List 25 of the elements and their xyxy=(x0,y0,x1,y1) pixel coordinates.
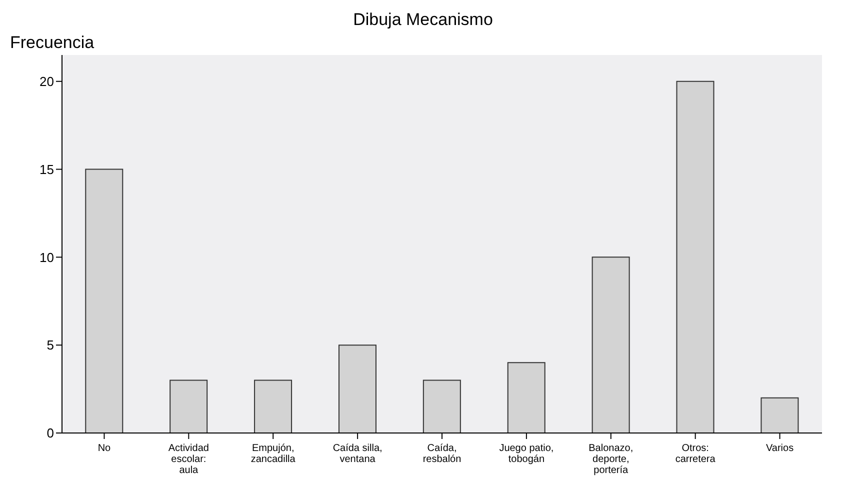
y-tick-label: 0 xyxy=(46,426,54,441)
bar xyxy=(592,256,630,433)
y-tick-label: 5 xyxy=(46,338,54,353)
x-tick-label: Otros: carretera xyxy=(675,443,716,465)
bar xyxy=(254,380,292,433)
x-tick-label: Juego patio, tobogán xyxy=(499,443,554,465)
x-tick-label: Actividad escolar: aula xyxy=(168,443,209,476)
x-tick-label: Balonazo, deporte, portería xyxy=(588,443,634,476)
x-tick-label: Empujón, zancadilla xyxy=(250,443,296,465)
bar xyxy=(422,380,461,433)
y-tick-label: 20 xyxy=(40,74,54,89)
bar xyxy=(85,168,124,433)
bar xyxy=(507,362,546,433)
x-tick-label: Varios xyxy=(766,443,794,454)
y-tick-label: 15 xyxy=(40,162,54,177)
x-tick-label: Caída silla, ventana xyxy=(332,443,382,465)
y-tick-label: 10 xyxy=(40,250,54,265)
bar xyxy=(676,80,714,433)
bar xyxy=(338,344,376,433)
y-axis-title: Frecuencia xyxy=(10,33,94,53)
bar xyxy=(170,380,208,433)
x-tick-label: No xyxy=(98,443,112,454)
chart-title: Dibuja Mecanismo xyxy=(352,10,494,30)
bar xyxy=(760,397,799,433)
x-tick-label: Caída, resbalón xyxy=(422,443,462,465)
